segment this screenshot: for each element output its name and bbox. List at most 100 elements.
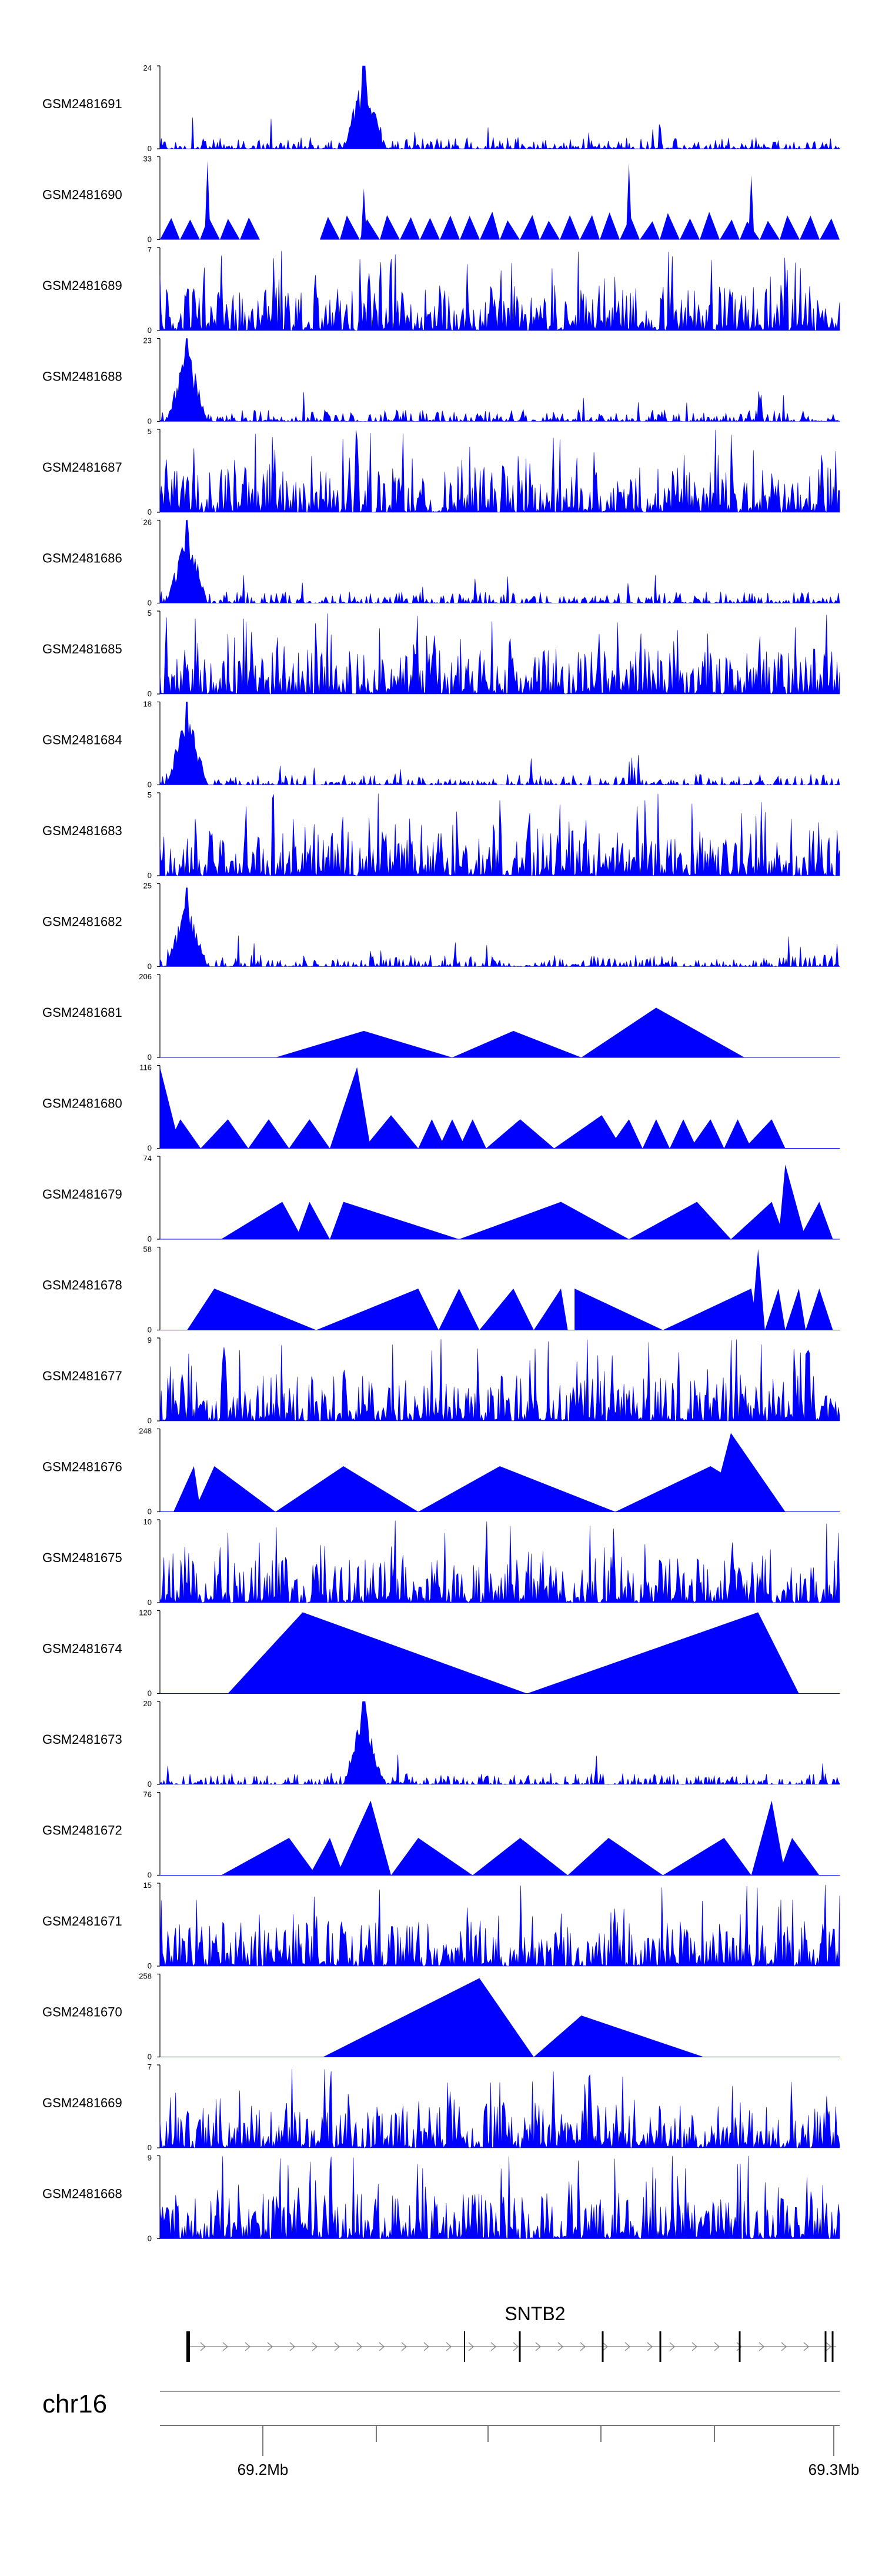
signal-area [159, 65, 840, 149]
signal-area [275, 1466, 419, 1512]
signal-area [159, 1701, 840, 1786]
exon [659, 2331, 662, 2362]
strand-arrow-icon [446, 2342, 452, 2351]
track-gsm2481690: GSM2481690 33 0 [42, 155, 840, 244]
track-label: GSM2481668 [42, 2187, 122, 2201]
signal-area [159, 338, 840, 422]
track-label: GSM2481685 [42, 642, 122, 656]
signal-area [330, 1067, 371, 1149]
signal-spike [748, 175, 754, 240]
signal-area [533, 2016, 704, 2057]
strand-arrow-icon [580, 2342, 586, 2351]
y-max-label: 33 [143, 155, 152, 163]
strand-arrow-icon [714, 2342, 720, 2351]
signal-area [663, 1838, 751, 1876]
track-gsm2481678: GSM2481678 58 0 [42, 1245, 840, 1334]
track-gsm2481669: GSM2481669 7 0 [42, 2063, 840, 2152]
signal-area [221, 1838, 316, 1876]
signal-area [201, 1119, 249, 1149]
track-label: GSM2481682 [42, 915, 122, 929]
y-max-label: 18 [143, 700, 152, 709]
track-gsm2481674: GSM2481674 120 0 [42, 1609, 840, 1698]
signal-area [296, 1202, 330, 1239]
exon [464, 2331, 465, 2362]
signal-area [159, 702, 840, 786]
signal-area [159, 1884, 840, 1967]
y-max-label: 120 [139, 1609, 152, 1617]
signal-area [418, 1119, 446, 1149]
signal-area [778, 1838, 820, 1876]
y-max-label: 24 [143, 64, 152, 72]
track-gsm2481668: GSM2481668 9 0 [42, 2154, 840, 2243]
gene-name: SNTB2 [505, 2303, 565, 2324]
signal-area [160, 211, 840, 240]
track-gsm2481686: GSM2481686 26 0 [42, 518, 840, 608]
signal-area [459, 1202, 629, 1239]
y-max-label: 206 [139, 972, 152, 981]
track-gsm2481689: GSM2481689 7 0 [42, 245, 840, 335]
signal-spike [360, 188, 367, 240]
track-label: GSM2481676 [42, 1460, 122, 1474]
y-min-label: 0 [148, 1234, 152, 1243]
y-min-label: 0 [148, 1416, 152, 1425]
track-label: GSM2481687 [42, 460, 122, 475]
exon [186, 2331, 190, 2362]
track-label: GSM2481688 [42, 369, 122, 384]
chromosome-label: chr16 [42, 2390, 107, 2418]
y-max-label: 25 [143, 882, 152, 890]
signal-area [159, 429, 840, 513]
signal-area [608, 1119, 643, 1149]
x-tick-label-1: 69.3Mb [808, 2461, 860, 2478]
signal-area [567, 1838, 663, 1876]
signal-area [173, 1466, 201, 1512]
track-label: GSM2481683 [42, 823, 122, 838]
y-min-label: 0 [148, 2234, 152, 2243]
exon [831, 2331, 834, 2362]
track-label: GSM2481672 [42, 1823, 122, 1838]
y-min-label: 0 [148, 689, 152, 698]
chromosome-axis: chr16 69.2Mb 69.3Mb [42, 2390, 859, 2478]
track-gsm2481670: GSM2481670 258 0 [42, 1972, 840, 2061]
track-label: GSM2481671 [42, 1914, 122, 1928]
y-min-label: 0 [148, 1689, 152, 1698]
track-label: GSM2481677 [42, 1369, 122, 1383]
signal-area [472, 1838, 568, 1876]
signal-area [187, 1289, 316, 1330]
signal-area [744, 1119, 786, 1149]
strand-arrow-icon [803, 2342, 810, 2351]
strand-arrow-icon [513, 2342, 519, 2351]
exon [739, 2331, 741, 2362]
y-min-label: 0 [148, 871, 152, 880]
strand-arrow-icon [289, 2342, 296, 2351]
y-min-label: 0 [148, 2053, 152, 2061]
gene-model-sntb2 [186, 2331, 836, 2362]
signal-area [363, 1115, 419, 1149]
signal-area [275, 1030, 453, 1057]
y-max-label: 58 [143, 1245, 152, 1254]
strand-arrow-icon [379, 2342, 385, 2351]
signal-area [554, 1115, 623, 1149]
exon [824, 2331, 827, 2362]
y-max-label: 248 [139, 1427, 152, 1436]
signal-area [438, 1119, 466, 1149]
y-max-label: 10 [143, 1517, 152, 1526]
y-min-label: 0 [148, 599, 152, 608]
signal-area [581, 1007, 745, 1057]
signal-area [316, 1289, 439, 1330]
y-max-label: 76 [143, 1790, 152, 1799]
y-min-label: 0 [148, 1961, 152, 1970]
signal-area [438, 1289, 480, 1330]
track-gsm2481675: GSM2481675 10 0 [42, 1517, 840, 1607]
signal-area [248, 1119, 289, 1149]
y-max-label: 9 [148, 2154, 152, 2163]
signal-area [731, 1202, 786, 1239]
y-max-label: 7 [148, 245, 152, 254]
track-label: GSM2481691 [42, 96, 122, 111]
track-gsm2481687: GSM2481687 5 0 [42, 427, 840, 516]
signal-area [764, 1289, 786, 1330]
signal-area [159, 1339, 840, 1422]
signal-area [160, 1067, 181, 1149]
signal-area [159, 2068, 840, 2149]
signal-area [751, 1249, 765, 1330]
